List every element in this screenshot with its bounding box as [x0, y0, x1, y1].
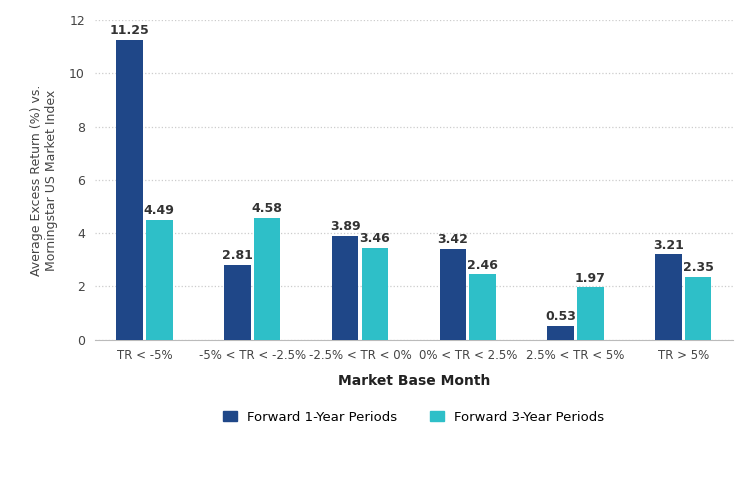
- Text: 0.53: 0.53: [545, 310, 576, 323]
- Legend: Forward 1-Year Periods, Forward 3-Year Periods: Forward 1-Year Periods, Forward 3-Year P…: [217, 404, 611, 430]
- Text: 2.46: 2.46: [468, 258, 498, 271]
- Bar: [146, 220, 173, 340]
- Text: 2.35: 2.35: [683, 261, 714, 274]
- Text: 11.25: 11.25: [110, 24, 150, 37]
- Bar: [685, 277, 711, 340]
- Text: 3.46: 3.46: [360, 232, 390, 245]
- Bar: [470, 274, 496, 340]
- Text: 4.58: 4.58: [251, 202, 283, 215]
- Bar: [254, 218, 280, 340]
- Bar: [224, 265, 251, 340]
- Text: 3.89: 3.89: [330, 220, 361, 234]
- Text: 3.21: 3.21: [653, 239, 684, 251]
- Bar: [440, 248, 466, 340]
- Text: 3.42: 3.42: [438, 233, 468, 246]
- Bar: [361, 248, 388, 340]
- X-axis label: Market Base Month: Market Base Month: [337, 373, 490, 387]
- Bar: [116, 40, 143, 340]
- Y-axis label: Average Excess Return (%) vs.
Morningstar US Market Index: Average Excess Return (%) vs. Morningsta…: [30, 84, 58, 276]
- Text: 4.49: 4.49: [144, 204, 175, 217]
- Text: 2.81: 2.81: [222, 249, 253, 262]
- Bar: [655, 254, 681, 340]
- Bar: [332, 236, 358, 340]
- Bar: [548, 326, 574, 340]
- Bar: [577, 287, 604, 340]
- Text: 1.97: 1.97: [575, 272, 606, 285]
